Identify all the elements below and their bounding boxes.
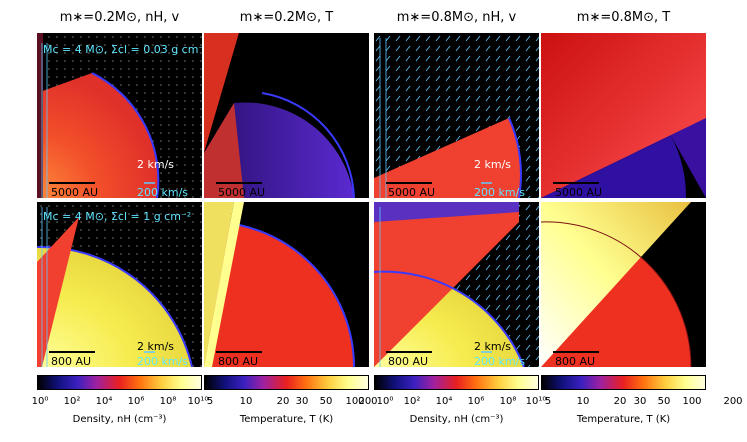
- colorbar-label-density-1: Density, nH (cm⁻³): [72, 414, 167, 425]
- tick-label: 20: [276, 396, 290, 407]
- scale-length-label: 800 AU: [555, 355, 596, 367]
- colorbar-label-density-2: Density, nH (cm⁻³): [409, 414, 504, 425]
- scale-length-label: 5000 AU: [51, 186, 99, 198]
- tick-label: 30: [633, 396, 647, 407]
- scale-length-label: 5000 AU: [555, 186, 603, 198]
- tick-label: 100: [345, 396, 365, 407]
- tick-label: 10: [576, 396, 590, 407]
- velocity-label-slow: 2 km/s: [474, 340, 512, 353]
- scale-length-label: 800 AU: [218, 355, 259, 367]
- scale-length-label: 5000 AU: [218, 186, 266, 198]
- colorbar-label-temperature-2: Temperature, T (K): [576, 414, 671, 425]
- scale-length-label: 5000 AU: [388, 186, 436, 198]
- temperature-map: [204, 202, 369, 367]
- tick-label: 50: [657, 396, 671, 407]
- tick-label: 10⁰: [376, 396, 394, 407]
- colorbar-density-2: [374, 375, 539, 390]
- temperature-map: [541, 202, 706, 367]
- annotation-row2: Mc = 4 M⊙, Σcl = 1 g cm⁻²: [43, 210, 192, 223]
- density-map: [37, 33, 202, 198]
- annotation-row1: Mc = 4 M⊙, Σcl = 0.03 g cm⁻²: [43, 43, 202, 56]
- tick-label: 200: [358, 396, 378, 407]
- tick-label: 10⁸: [499, 396, 517, 407]
- tick-label: 10⁶: [127, 396, 145, 407]
- tick-label: 10⁴: [435, 396, 453, 407]
- colorbar-label-temperature-1: Temperature, T (K): [239, 414, 334, 425]
- tick-label: 50: [319, 396, 333, 407]
- tick-label: 10¹⁰: [525, 396, 547, 407]
- scale-length-label: 800 AU: [51, 355, 92, 367]
- temperature-map: [541, 33, 706, 198]
- tick-label: 100: [682, 396, 702, 407]
- tick-label: 10: [239, 396, 253, 407]
- temperature-map: [204, 33, 369, 198]
- panel-r1c1-density: Mc = 4 M⊙, Σcl = 0.03 g cm⁻² 2 km/s 5000…: [37, 33, 202, 198]
- tick-label: 5: [544, 396, 552, 407]
- density-map: [37, 202, 202, 367]
- velocity-label-slow: 2 km/s: [137, 158, 175, 171]
- velocity-label-fast: 200 km/s: [474, 355, 526, 367]
- title-col4: m∗=0.8M⊙, T: [576, 10, 671, 25]
- colorbar-temperature-1: [204, 375, 369, 390]
- tick-label: 10²: [403, 396, 421, 407]
- panel-r1c3-density: 2 km/s 5000 AU 200 km/s: [374, 33, 539, 198]
- tick-label: 10⁶: [467, 396, 485, 407]
- tick-label: 10¹⁰: [187, 396, 209, 407]
- tick-label: 5: [206, 396, 214, 407]
- tick-label: 10⁴: [95, 396, 113, 407]
- velocity-label-slow: 2 km/s: [137, 340, 175, 353]
- velocity-label-fast: 200 km/s: [137, 186, 189, 198]
- panel-r1c2-temperature: 5000 AU: [204, 33, 369, 198]
- panel-r2c3-density: 2 km/s 800 AU 200 km/s: [374, 202, 539, 367]
- scale-length-label: 800 AU: [388, 355, 429, 367]
- panel-r2c4-temperature: 800 AU: [541, 202, 706, 367]
- density-map: [374, 202, 539, 367]
- title-col3: m∗=0.8M⊙, nH, v: [396, 10, 517, 25]
- tick-label: 10⁰: [31, 396, 49, 407]
- tick-label: 200: [723, 396, 743, 407]
- panel-r1c4-temperature: 5000 AU: [541, 33, 706, 198]
- velocity-label-slow: 2 km/s: [474, 158, 512, 171]
- colorbar-density-1: [37, 375, 202, 390]
- panel-r2c2-temperature: 800 AU: [204, 202, 369, 367]
- tick-label: 10²: [63, 396, 81, 407]
- title-col2: m∗=0.2M⊙, T: [239, 10, 334, 25]
- title-col1: m∗=0.2M⊙, nH, v: [59, 10, 180, 25]
- tick-label: 10⁸: [159, 396, 177, 407]
- tick-label: 20: [613, 396, 627, 407]
- velocity-label-fast: 200 km/s: [137, 355, 189, 367]
- tick-label: 30: [295, 396, 309, 407]
- panel-r2c1-density: Mc = 4 M⊙, Σcl = 1 g cm⁻² 2 km/s 800 AU …: [37, 202, 202, 367]
- colorbar-temperature-2: [541, 375, 706, 390]
- velocity-label-fast: 200 km/s: [474, 186, 526, 198]
- density-map: [374, 33, 539, 198]
